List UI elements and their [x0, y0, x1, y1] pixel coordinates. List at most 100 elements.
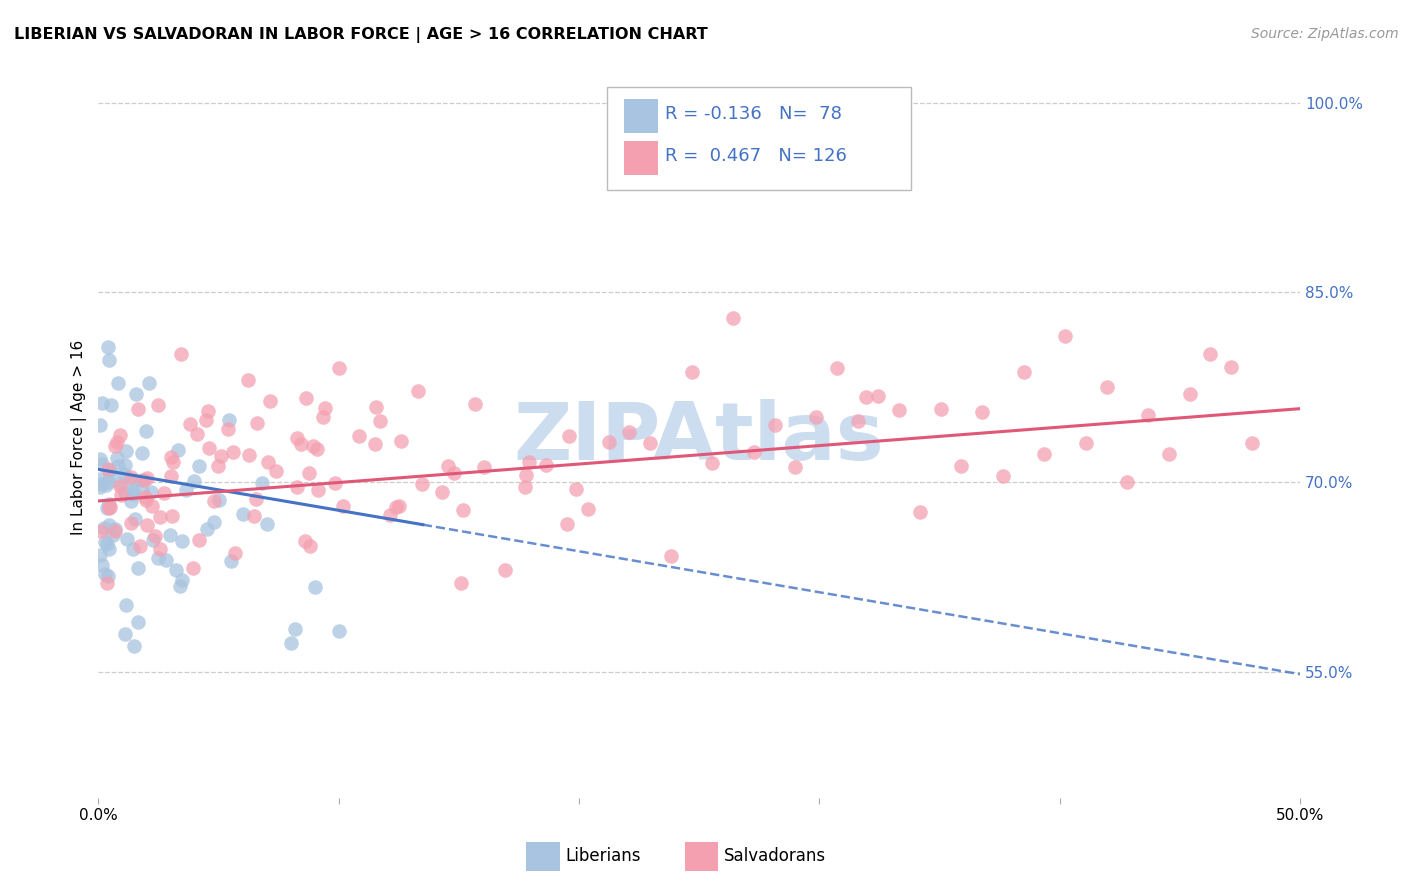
Point: [160, 508, 183, 523]
Point: [97, 517, 120, 532]
Point: [406, 384, 429, 399]
Point: [114, 598, 136, 612]
Point: [494, 564, 516, 578]
Text: ZIPAtlas: ZIPAtlas: [513, 399, 884, 476]
Point: [97, 352, 120, 367]
Point: [125, 386, 148, 401]
Point: [89, 472, 111, 486]
Point: [702, 456, 724, 470]
Point: [785, 459, 807, 474]
Point: [280, 636, 302, 650]
Point: [148, 551, 170, 566]
Point: [167, 442, 190, 457]
Point: [266, 464, 288, 478]
Point: [364, 437, 387, 451]
Point: [141, 484, 163, 499]
Point: [238, 448, 260, 462]
Point: [565, 482, 588, 496]
Point: [188, 533, 211, 548]
Point: [138, 376, 160, 390]
Point: [104, 524, 127, 539]
Point: [159, 528, 181, 542]
Point: [124, 512, 146, 526]
Point: [141, 500, 163, 514]
Point: [259, 394, 281, 409]
Point: [114, 626, 136, 640]
Point: [186, 426, 208, 441]
Point: [153, 486, 176, 500]
Point: [385, 500, 408, 515]
Text: LIBERIAN VS SALVADORAN IN LABOR FORCE | AGE > 16 CORRELATION CHART: LIBERIAN VS SALVADORAN IN LABOR FORCE | …: [14, 27, 707, 43]
Point: [103, 528, 125, 542]
Point: [256, 516, 278, 531]
Point: [855, 390, 877, 404]
Text: Salvadorans: Salvadorans: [724, 847, 827, 865]
Point: [134, 490, 156, 504]
Point: [97, 340, 120, 354]
Point: [172, 534, 194, 549]
Point: [887, 403, 910, 417]
Point: [929, 401, 952, 416]
Point: [804, 410, 827, 425]
Point: [96, 537, 118, 551]
Point: [908, 505, 931, 519]
Point: [218, 413, 240, 427]
Point: [517, 455, 540, 469]
Point: [135, 492, 157, 507]
Point: [1137, 408, 1160, 422]
Point: [307, 483, 329, 498]
Point: [298, 539, 321, 553]
Point: [246, 416, 269, 430]
Point: [107, 458, 129, 473]
Point: [115, 532, 138, 546]
Point: [846, 414, 869, 428]
Point: [100, 398, 122, 412]
Point: [1033, 447, 1056, 461]
Point: [127, 561, 149, 575]
Point: [97, 541, 120, 556]
Point: [94, 567, 117, 582]
Point: [515, 468, 537, 483]
Point: [328, 624, 350, 638]
Point: [472, 459, 495, 474]
Point: [238, 372, 260, 386]
Point: [97, 462, 120, 476]
Point: [108, 475, 131, 490]
Point: [742, 444, 765, 458]
Point: [250, 476, 273, 491]
Point: [304, 580, 326, 594]
Point: [950, 458, 973, 473]
Point: [638, 436, 661, 450]
Point: [437, 459, 460, 474]
Point: [285, 431, 308, 445]
Point: [98, 462, 121, 476]
Point: [165, 563, 187, 577]
Point: [104, 522, 127, 536]
Point: [124, 639, 146, 653]
Point: [195, 413, 218, 427]
Point: [114, 486, 136, 500]
Point: [364, 400, 387, 414]
Point: [243, 509, 266, 524]
Point: [94, 535, 117, 549]
Point: [131, 483, 153, 497]
Point: [110, 488, 132, 502]
Point: [105, 434, 128, 449]
Point: [183, 561, 205, 575]
Point: [141, 533, 163, 547]
Point: [160, 450, 183, 464]
Point: [555, 517, 578, 532]
Point: [188, 459, 211, 474]
Point: [104, 439, 127, 453]
Point: [120, 516, 142, 530]
Point: [721, 310, 744, 325]
Point: [172, 573, 194, 587]
Point: [149, 541, 172, 556]
Point: [297, 467, 319, 481]
Point: [122, 487, 145, 501]
Point: [217, 422, 239, 436]
Text: Source: ZipAtlas.com: Source: ZipAtlas.com: [1251, 27, 1399, 41]
Point: [132, 473, 155, 487]
Point: [323, 475, 346, 490]
Point: [451, 503, 474, 517]
